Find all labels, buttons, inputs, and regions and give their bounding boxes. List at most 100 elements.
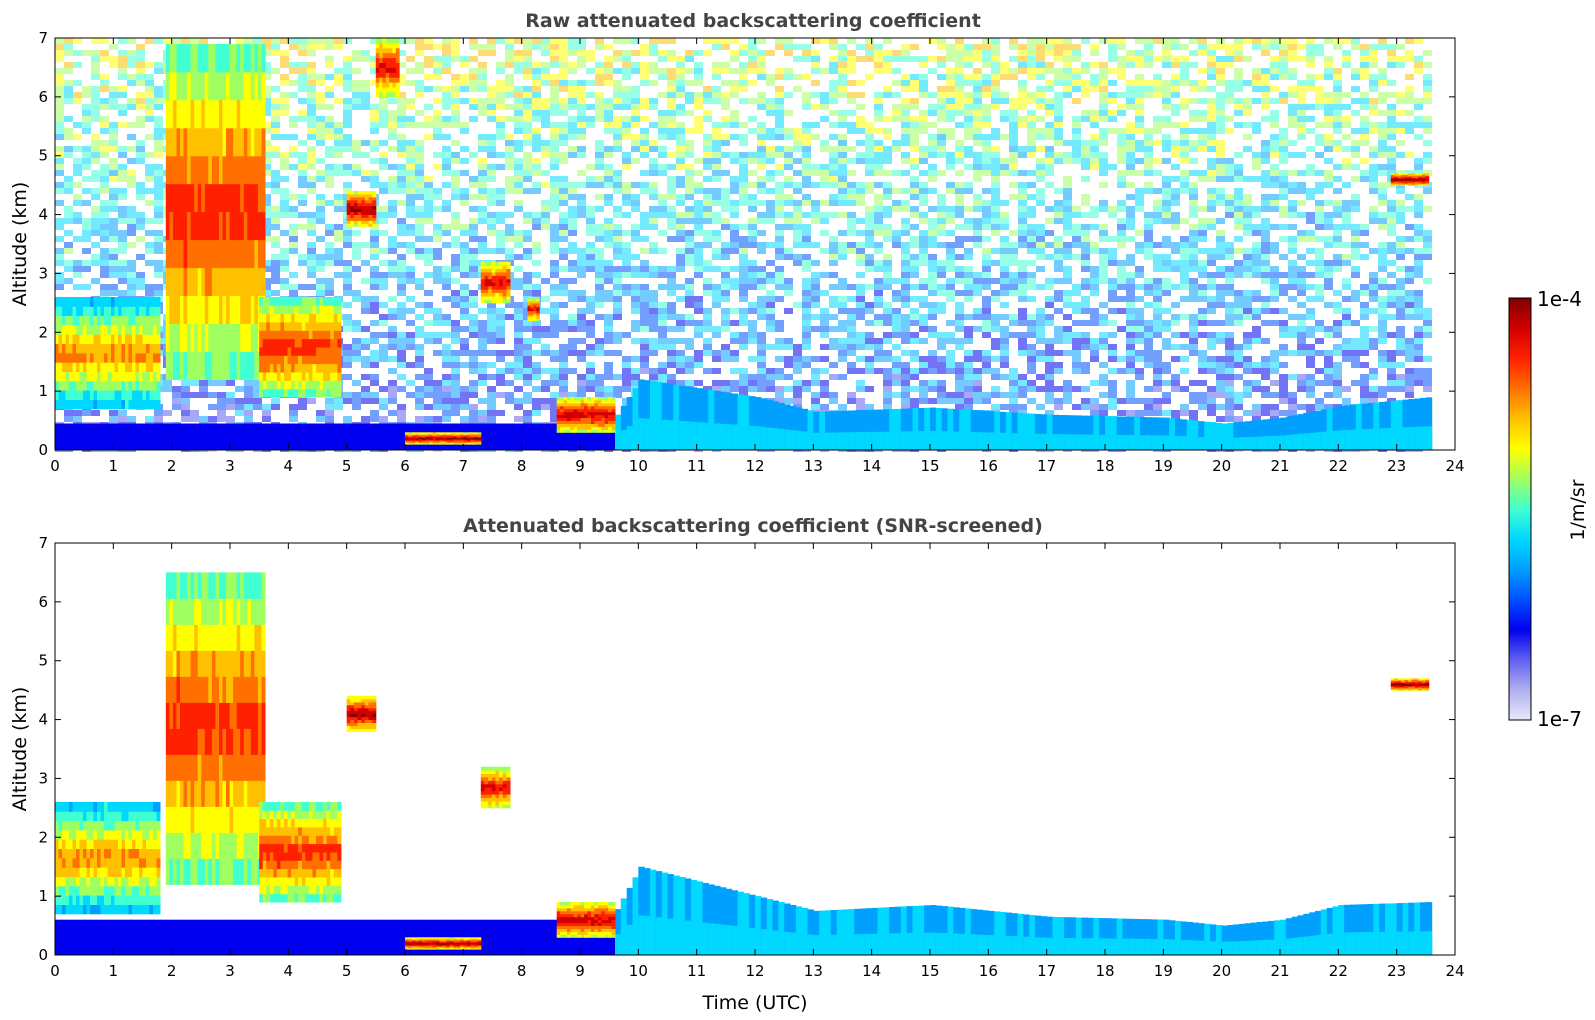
noise-cell	[415, 110, 424, 116]
noise-cell	[829, 158, 838, 164]
noise-cell	[406, 230, 415, 236]
noise-cell	[703, 326, 712, 332]
noise-cell	[1207, 164, 1216, 170]
noise-cell	[559, 284, 568, 290]
noise-cell	[586, 332, 595, 338]
noise-cell	[685, 236, 694, 242]
noise-cell	[595, 74, 604, 80]
noise-cell	[82, 188, 91, 194]
noise-cell	[1198, 236, 1207, 242]
noise-cell	[280, 98, 289, 104]
noise-cell	[658, 206, 667, 212]
noise-cell	[118, 86, 127, 92]
noise-cell	[496, 212, 505, 218]
noise-cell	[928, 326, 937, 332]
noise-cell	[847, 308, 856, 314]
noise-cell	[955, 182, 964, 188]
noise-cell	[703, 284, 712, 290]
noise-cell	[901, 260, 910, 266]
noise-cell	[1387, 152, 1396, 158]
noise-cell	[325, 152, 334, 158]
noise-cell	[523, 98, 532, 104]
noise-cell	[991, 68, 1000, 74]
noise-cell	[442, 134, 451, 140]
noise-cell	[82, 128, 91, 134]
noise-cell	[397, 218, 406, 224]
noise-cell	[910, 86, 919, 92]
noise-cell	[829, 314, 838, 320]
noise-cell	[487, 110, 496, 116]
noise-cell	[694, 74, 703, 80]
noise-cell	[928, 218, 937, 224]
noise-cell	[901, 56, 910, 62]
noise-cell	[712, 170, 721, 176]
noise-cell	[289, 62, 298, 68]
noise-cell	[73, 122, 82, 128]
noise-cell	[1297, 272, 1306, 278]
noise-cell	[424, 206, 433, 212]
noise-cell	[946, 56, 955, 62]
noise-cell	[838, 68, 847, 74]
noise-cell	[424, 272, 433, 278]
noise-cell	[991, 326, 1000, 332]
noise-cell	[1243, 98, 1252, 104]
noise-cell	[478, 80, 487, 86]
noise-cell	[487, 164, 496, 170]
noise-cell	[694, 116, 703, 122]
noise-cell	[262, 278, 271, 284]
noise-cell	[406, 332, 415, 338]
noise-cell	[874, 212, 883, 218]
noise-cell	[883, 170, 892, 176]
noise-cell	[1216, 296, 1225, 302]
noise-cell	[721, 122, 730, 128]
noise-cell	[478, 236, 487, 242]
noise-cell	[1333, 320, 1342, 326]
noise-cell	[892, 50, 901, 56]
noise-cell	[1225, 302, 1234, 308]
noise-cell	[982, 296, 991, 302]
noise-cell	[892, 332, 901, 338]
noise-cell	[343, 38, 352, 44]
noise-cell	[1000, 302, 1009, 308]
noise-cell	[1018, 50, 1027, 56]
noise-cell	[955, 92, 964, 98]
noise-cell	[433, 266, 442, 272]
noise-cell	[928, 254, 937, 260]
noise-cell	[748, 170, 757, 176]
noise-cell	[946, 212, 955, 218]
noise-cell	[1054, 74, 1063, 80]
noise-cell	[1144, 218, 1153, 224]
noise-cell	[451, 290, 460, 296]
noise-cell	[550, 128, 559, 134]
noise-cell	[1351, 110, 1360, 116]
noise-cell	[388, 128, 397, 134]
noise-cell	[1180, 188, 1189, 194]
noise-cell	[334, 254, 343, 260]
noise-cell	[631, 224, 640, 230]
noise-cell	[1081, 332, 1090, 338]
noise-cell	[415, 230, 424, 236]
noise-cell	[622, 116, 631, 122]
noise-cell	[1333, 98, 1342, 104]
noise-cell	[289, 242, 298, 248]
noise-cell	[613, 68, 622, 74]
noise-cell	[667, 278, 676, 284]
noise-cell	[55, 164, 64, 170]
noise-cell	[1351, 38, 1360, 44]
noise-cell	[1369, 128, 1378, 134]
noise-cell	[1423, 80, 1432, 86]
noise-cell	[649, 206, 658, 212]
noise-cell	[820, 98, 829, 104]
noise-cell	[946, 278, 955, 284]
noise-cell	[1315, 320, 1324, 326]
noise-cell	[1063, 248, 1072, 254]
noise-cell	[946, 260, 955, 266]
noise-cell	[523, 254, 532, 260]
noise-cell	[523, 152, 532, 158]
noise-cell	[280, 176, 289, 182]
noise-cell	[1225, 80, 1234, 86]
noise-cell	[397, 74, 406, 80]
noise-cell	[1306, 188, 1315, 194]
noise-cell	[1216, 68, 1225, 74]
noise-cell	[514, 104, 523, 110]
